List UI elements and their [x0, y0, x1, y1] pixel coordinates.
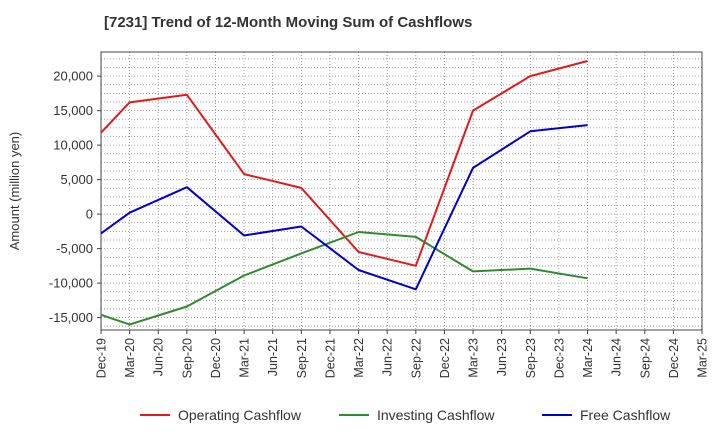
y-tick-label: 0 — [86, 207, 93, 222]
legend-label-investing-cashflow: Investing Cashflow — [377, 407, 495, 423]
x-tick-label: Sep-23 — [524, 338, 538, 378]
x-tick-label: Dec-24 — [667, 338, 681, 378]
x-tick-label: Mar-20 — [123, 338, 137, 378]
x-tick-label: Mar-23 — [467, 338, 481, 378]
plot-border — [100, 51, 703, 331]
x-tick-label: Mar-21 — [238, 338, 252, 378]
legend-label-free-cashflow: Free Cashflow — [580, 407, 671, 423]
x-tick-label: Sep-21 — [295, 338, 309, 378]
x-tick-label: Dec-23 — [552, 338, 566, 378]
y-tick-label: 15,000 — [53, 103, 93, 118]
x-tick-label: Sep-22 — [409, 338, 423, 378]
x-tick-label: Jun-20 — [152, 338, 166, 376]
x-tick-label: Sep-20 — [180, 338, 194, 378]
x-tick-label: Mar-25 — [696, 338, 710, 378]
x-tick-label: Sep-24 — [638, 338, 652, 378]
x-tick-label: Dec-19 — [95, 338, 109, 378]
x-tick-label: Dec-20 — [209, 338, 223, 378]
y-tick-label: 10,000 — [53, 138, 93, 153]
y-tick-label: 5,000 — [60, 172, 93, 187]
x-tick-label: Jun-23 — [495, 338, 509, 376]
x-tick-label: Dec-22 — [438, 338, 452, 378]
y-tick-label: 20,000 — [53, 69, 93, 84]
y-axis-label: Amount (million yen) — [7, 132, 22, 251]
y-tick-label: -5,000 — [56, 241, 93, 256]
investing-cashflow-line — [100, 231, 588, 326]
x-tick-label: Mar-24 — [581, 338, 595, 378]
x-tick-label: Jun-22 — [381, 338, 395, 376]
x-tick-label: Dec-21 — [323, 338, 337, 378]
x-tick-label: Mar-22 — [352, 338, 366, 378]
free-cashflow-line — [100, 124, 588, 291]
x-tick-label: Jun-21 — [266, 338, 280, 376]
y-tick-label: -10,000 — [49, 276, 93, 291]
y-tick-label: -15,000 — [49, 310, 93, 325]
chart-title: [7231] Trend of 12-Month Moving Sum of C… — [104, 14, 473, 31]
legend-label-operating-cashflow: Operating Cashflow — [178, 407, 302, 423]
operating-cashflow-line — [100, 60, 588, 267]
x-tick-label: Jun-24 — [610, 338, 624, 376]
